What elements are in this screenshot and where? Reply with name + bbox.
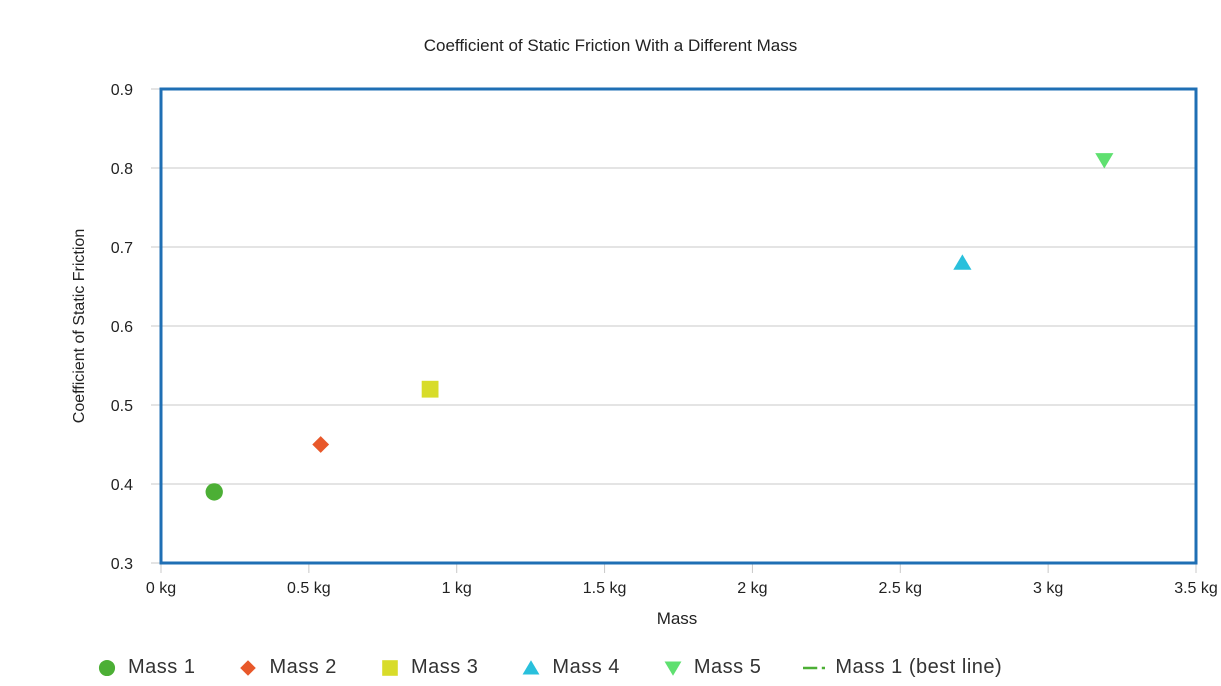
legend-symbol [382,659,398,676]
y-tick-label: 0.3 [111,556,133,573]
legend-label: Mass 3 [410,656,479,678]
x-axis-label: Mass [657,609,698,628]
legend-item[interactable]: Mass 5 [662,656,761,679]
legend-label: Mass 5 [693,656,762,678]
data-points [205,153,1114,501]
x-tick-label: 0.5 kg [287,580,331,597]
legend-marker-icon [803,657,826,679]
legend-label: Mass 2 [269,656,337,678]
legend-symbol [522,659,540,674]
legend-label: Mass 4 [552,656,620,678]
x-tick-label: 2 kg [737,580,767,597]
x-tick-label: 1.5 kg [583,580,627,597]
legend-label: Mass 1 [128,656,196,678]
y-tick-label: 0.8 [111,161,133,178]
legend-symbol [240,659,257,676]
y-tick-label: 0.4 [111,477,133,494]
legend-item[interactable]: Mass 3 [379,656,478,679]
data-point [421,380,439,398]
legend-marker-icon [237,657,259,679]
data-point [953,254,972,270]
legend: Mass 1 Mass 2 Mass 3 Mass 4 Mass 5 Mass 1 (be… [96,656,1002,679]
legend-item[interactable]: Mass 1 [96,656,195,679]
legend-item[interactable]: Mass 2 [237,656,336,679]
legend-marker-icon [96,657,118,679]
chart-title: Coefficient of Static Friction With a Di… [423,36,798,55]
x-tick-label: 2.5 kg [878,580,922,597]
x-tick-label: 3 kg [1033,580,1063,597]
y-axis-label: Coefficient of Static Friction [71,229,88,423]
plot-frame [159,87,1198,565]
legend-item[interactable]: Mass 1 (best line) [803,656,1002,679]
legend-symbol [664,661,682,676]
y-tick-label: 0.9 [111,82,133,99]
data-point [312,436,330,453]
y-tick-label: 0.6 [111,319,133,336]
y-tick-label: 0.7 [111,240,133,257]
legend-marker-icon [520,657,542,679]
grid-lines [161,88,1196,564]
x-tick-label: 3.5 kg [1174,580,1218,597]
legend-item[interactable]: Mass 4 [520,656,619,679]
axes: 0.3 0.4 0.5 0.6 0.7 0.8 0.9 0 kg 0.5 kg 1 kg 1.5 k… [111,82,1218,597]
legend-symbol [98,659,116,676]
x-tick-label: 1 kg [442,580,472,597]
y-tick-label: 0.5 [111,398,133,415]
x-tick-label: 0 kg [146,580,176,597]
legend-label: Mass 1 (best line) [835,656,1003,678]
data-point [1095,153,1114,169]
legend-marker-icon [379,657,401,679]
legend-marker-icon [662,657,684,679]
data-point [205,483,223,501]
